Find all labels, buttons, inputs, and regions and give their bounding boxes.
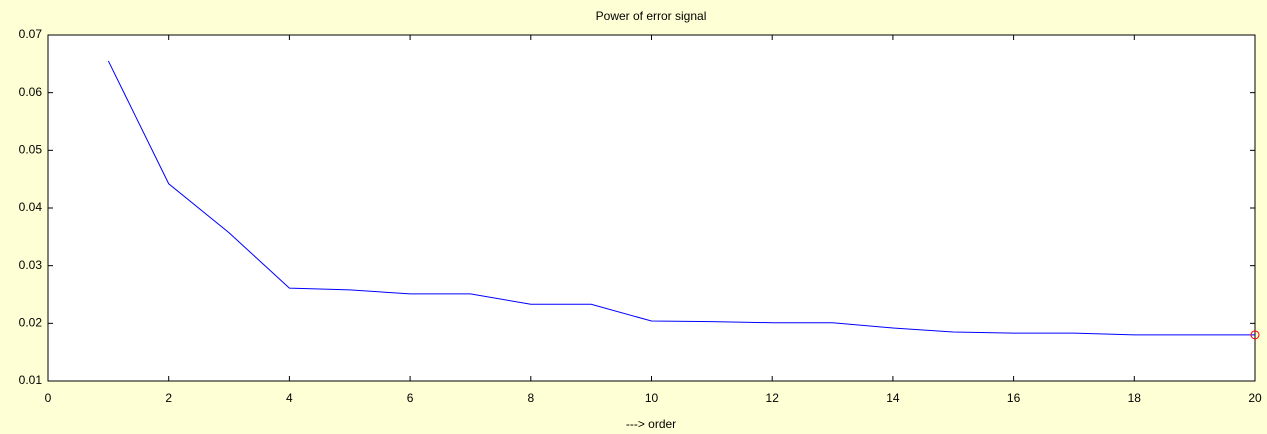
x-tick-label: 0 xyxy=(45,391,52,405)
x-tick-label: 10 xyxy=(645,391,659,405)
x-tick-label: 20 xyxy=(1248,391,1262,405)
y-tick-label: 0.07 xyxy=(19,27,43,41)
chart-title: Power of error signal xyxy=(596,9,707,23)
x-axis-label: ---> order xyxy=(626,417,676,431)
x-tick-label: 6 xyxy=(407,391,414,405)
y-tick-label: 0.02 xyxy=(19,316,43,330)
x-tick-label: 16 xyxy=(1007,391,1021,405)
y-tick-label: 0.05 xyxy=(19,143,43,157)
y-tick-label: 0.04 xyxy=(19,200,43,214)
x-tick-label: 14 xyxy=(886,391,900,405)
x-tick-label: 4 xyxy=(286,391,293,405)
y-tick-label: 0.06 xyxy=(19,85,43,99)
y-tick-label: 0.01 xyxy=(19,373,43,387)
x-tick-label: 8 xyxy=(527,391,534,405)
end-marker xyxy=(1250,330,1260,340)
plot-area xyxy=(47,34,1256,382)
y-tick-label: 0.03 xyxy=(19,258,43,272)
x-tick-label: 2 xyxy=(165,391,172,405)
line xyxy=(107,60,1255,336)
x-tick-label: 12 xyxy=(766,391,780,405)
x-tick-label: 18 xyxy=(1128,391,1142,405)
